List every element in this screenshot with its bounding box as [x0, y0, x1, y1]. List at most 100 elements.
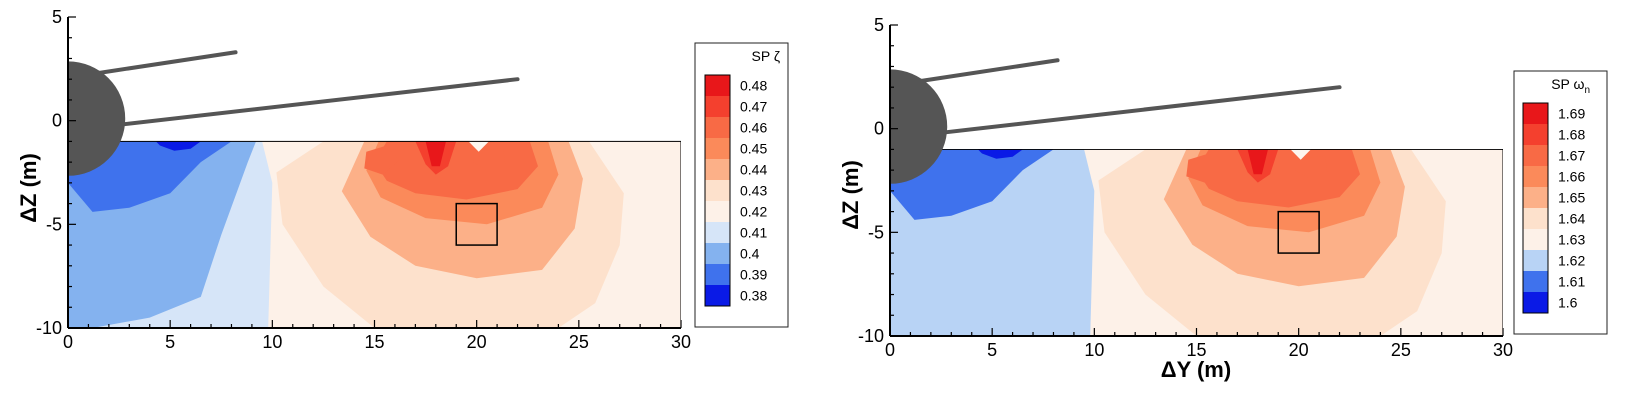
rotor-blade-1: [918, 58, 1060, 83]
legend-swatch: [705, 117, 730, 138]
contour-band-spot-b: [472, 147, 506, 171]
legend-label: 0.47: [740, 99, 767, 115]
legend-swatch: [1523, 271, 1548, 292]
legend-swatch: [705, 264, 730, 285]
legend-label: 1.69: [1558, 106, 1585, 122]
contour-band-pale: [599, 141, 630, 167]
x-tick-label: 15: [1186, 340, 1206, 360]
legend-swatch: [705, 201, 730, 222]
y-tick-label: 5: [52, 7, 62, 27]
region-outline: [890, 149, 1503, 336]
contour-region-right: [890, 149, 1503, 336]
legend-swatch: [705, 243, 730, 264]
legend-label: 0.44: [740, 162, 767, 178]
contour-band-peak: [1247, 149, 1268, 175]
legend-swatch: [705, 285, 730, 306]
contour-band-pale: [1290, 149, 1311, 160]
x-tick-label: 10: [262, 332, 282, 352]
legend-label: 1.68: [1558, 127, 1585, 143]
contour-band-pale: [1451, 253, 1503, 305]
contour-band-pale: [619, 303, 681, 328]
legend-colorbar-frame: [1522, 102, 1549, 314]
y-tick-label: -5: [46, 214, 62, 234]
region-outline: [68, 140, 681, 328]
legend-label: 1.67: [1558, 148, 1585, 164]
contour-band-dark-blue: [890, 149, 1054, 220]
legend-label: 1.61: [1558, 274, 1585, 290]
legend-swatch: [1523, 166, 1548, 187]
contour-band-pale: [1441, 311, 1503, 336]
contour-band-spot-a: [364, 145, 399, 175]
legend-label: 1.64: [1558, 211, 1585, 227]
legend-label: 0.41: [740, 225, 767, 241]
x-tick-label: 5: [165, 332, 175, 352]
legend-swatch: [1523, 124, 1548, 145]
rotor-hub: [890, 69, 948, 184]
axes-right: 0 5 10 15 20 25 30 -10 -5 0 5: [858, 15, 1513, 360]
legend-left: SP ζ 0.48 0.47 0.46 0.45 0.44 0.43 0.42 0.41 0.4…: [694, 42, 789, 328]
legend-label: 1.62: [1558, 253, 1585, 269]
axes-left: 0 5 10 15 20 25 30 -10 -5 0 5: [36, 7, 691, 352]
legend-swatch: [1523, 229, 1548, 250]
contour-region-left: [68, 140, 681, 328]
y-axis-label-right: ΔZ (m): [838, 160, 863, 230]
x-tick-label: 0: [885, 340, 895, 360]
legend-label: 1.63: [1558, 232, 1585, 248]
legend-swatch: [705, 159, 730, 180]
contour-band-deep-blue: [977, 149, 1023, 159]
rotor-hub: [68, 61, 126, 176]
y-tick-label: 0: [874, 119, 884, 139]
x-tick-label: 20: [467, 332, 487, 352]
legend-swatch: [705, 75, 730, 96]
legend-swatch: [1523, 103, 1548, 124]
legend-title: SP ζ: [752, 48, 781, 64]
x-tick-label: 20: [1289, 340, 1309, 360]
contour-band-peak: [425, 141, 446, 167]
y-tick-label: -5: [868, 222, 884, 242]
legend-colorbar-frame: [704, 74, 731, 307]
legend-swatch: [705, 96, 730, 117]
x-tick-label: 25: [569, 332, 589, 352]
panel-left: 0 5 10 15 20 25 30 -10 -5 0 5 ΔZ (m) SP ζ 0.48 0.47…: [16, 7, 789, 352]
legend-label: 0.4: [740, 246, 760, 262]
marker-box: [455, 202, 498, 246]
legend-title-main: SP ω: [1551, 76, 1584, 92]
y-tick-label: 5: [874, 15, 884, 35]
contour-band-dark-blue: [68, 141, 232, 212]
overlay-marks-left: [68, 50, 520, 246]
y-tick-label: -10: [36, 318, 62, 338]
legend-swatch: [1523, 208, 1548, 229]
legend-swatch: [1523, 145, 1548, 166]
x-tick-label: 0: [63, 332, 73, 352]
y-tick-label: 0: [52, 111, 62, 131]
x-tick-label: 30: [671, 332, 691, 352]
legend-label: 0.48: [740, 78, 767, 94]
legend-label: 1.66: [1558, 169, 1585, 185]
legend-label: 0.43: [740, 183, 767, 199]
legend-label: 0.45: [740, 141, 767, 157]
legend-swatch: [705, 222, 730, 243]
legend-title: SP ωn: [1551, 76, 1590, 96]
legend-label: 1.65: [1558, 190, 1585, 206]
overlay-marks-right: [890, 58, 1342, 254]
contour-band-pale: [468, 141, 489, 152]
rotor-blade-1: [96, 50, 238, 75]
x-tick-label: 10: [1084, 340, 1104, 360]
legend-swatch: [705, 180, 730, 201]
legend-label: 0.39: [740, 267, 767, 283]
contour-band-spot-b: [1294, 155, 1328, 179]
x-tick-label: 5: [987, 340, 997, 360]
y-tick-label: -10: [858, 326, 884, 346]
legend-swatch: [1523, 292, 1548, 313]
x-tick-label: 15: [364, 332, 384, 352]
legend-label: 0.46: [740, 120, 767, 136]
x-axis-label-right: ΔY (m): [1161, 357, 1231, 382]
panel-right: 0 5 10 15 20 25 30 -10 -5 0 5 ΔZ (m) ΔY (m) SP ωn …: [838, 15, 1608, 382]
legend-right: SP ωn 1.69 1.68 1.67 1.66 1.65 1.64 1.63 1.62 1.…: [1513, 70, 1608, 335]
legend-label: 0.38: [740, 288, 767, 304]
rotor-blade-2: [939, 85, 1342, 135]
x-tick-label: 25: [1391, 340, 1411, 360]
y-axis-label-left: ΔZ (m): [16, 153, 41, 223]
legend-swatch: [1523, 250, 1548, 271]
